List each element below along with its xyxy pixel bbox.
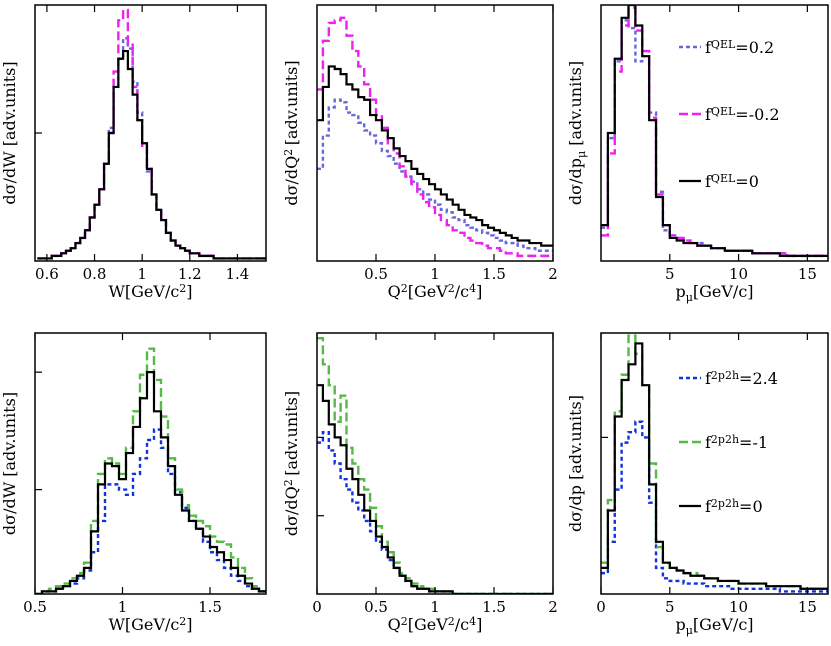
series-line [35, 428, 266, 594]
x-tick-label: 0 [312, 598, 322, 616]
x-tick-label: 5 [665, 265, 675, 283]
series-line [317, 430, 553, 594]
legend-entry: fQEL=0 [705, 172, 759, 191]
x-tick-label: 1 [137, 265, 147, 283]
x-axis-label: Q2[GeV2/c4] [388, 282, 483, 301]
legend-entry: f2p2h=2.4 [705, 369, 778, 388]
x-tick-label: 1 [118, 598, 128, 616]
x-tick-label: 1.2 [178, 265, 202, 283]
chart-panel-bottom-middle: 0 0.5 1 1.5 2 Q2[GeV2/c4] dσ/dQ2 [adv.units] [282, 332, 558, 634]
chart-panel-top-middle: 0.5 1 1.5 2 Q2[GeV2/c4] dσ/dQ2 [adv.units] [282, 4, 558, 301]
x-axis-label: Q2[GeV2/c4] [388, 615, 483, 634]
series-line [317, 384, 553, 594]
y-axis-label: dσ/dp [adv.units] [566, 395, 585, 532]
plot-frame [34, 4, 267, 262]
x-axis-label: W[GeV/c2] [108, 615, 192, 634]
chart-panel-top-right: 5 10 15 pμ[GeV/c] dσ/dpμ [adv.units] fQEL=0.2… [566, 4, 829, 304]
x-tick-label: 2 [548, 598, 558, 616]
legend-entry: f2p2h=-1 [705, 433, 768, 452]
x-axis-label: W[GeV/c2] [108, 282, 192, 301]
series-line [35, 347, 266, 594]
y-axis-label: dσ/dW [adv.units] [0, 61, 19, 204]
x-tick-label: 0.5 [364, 265, 388, 283]
plot-frame [34, 332, 267, 595]
x-tick-label: 1 [430, 598, 440, 616]
x-tick-label: 15 [798, 598, 817, 616]
legend-entry: f2p2h=0 [705, 497, 763, 516]
y-axis-label: dσ/dQ2 [adv.units] [282, 60, 301, 205]
x-tick-label: 1.4 [225, 265, 249, 283]
series-line [317, 16, 553, 258]
y-axis-label: dσ/dW [adv.units] [0, 392, 19, 535]
x-tick-label: 10 [729, 265, 748, 283]
chart-panel-bottom-right: 0 5 10 15 pμ[GeV/c] dσ/dp [adv.units] f2p2h=2.… [566, 332, 829, 637]
series-line [317, 98, 553, 252]
x-tick-label: 1.5 [198, 598, 222, 616]
x-tick-label: 0.6 [35, 265, 59, 283]
series-line [317, 337, 553, 594]
x-tick-label: 1.5 [482, 265, 506, 283]
x-tick-label: 15 [798, 265, 817, 283]
series-line [601, 420, 828, 593]
series-line [601, 5, 828, 257]
x-tick-label: 1.5 [482, 598, 506, 616]
series-line [601, 19, 828, 258]
legend-entry: fQEL=0.2 [705, 38, 774, 57]
series-line [601, 342, 828, 590]
y-axis-label: dσ/dpμ [adv.units] [566, 61, 588, 205]
series-line [37, 49, 266, 260]
x-tick-label: 10 [729, 598, 748, 616]
x-tick-label: 2 [548, 265, 558, 283]
x-tick-label: 1 [430, 265, 440, 283]
x-tick-label: 5 [665, 598, 675, 616]
x-axis-label: pμ[GeV/c] [675, 615, 753, 637]
x-axis-label: pμ[GeV/c] [675, 282, 753, 304]
plot-frame [600, 4, 829, 262]
x-tick-label: 0.8 [83, 265, 107, 283]
y-axis-label: dσ/dQ2 [adv.units] [282, 391, 301, 536]
series-line [37, 8, 266, 260]
x-tick-label: 0 [596, 598, 606, 616]
series-line [601, 6, 828, 258]
series-line [37, 37, 266, 260]
series-line [317, 65, 553, 247]
x-tick-label: 0.5 [23, 598, 47, 616]
series-line [35, 371, 266, 594]
x-tick-label: 0.5 [364, 598, 388, 616]
chart-panel-top-left: 0.6 0.8 1 1.2 1.4 W[GeV/c2] dσ/dW [adv.units] [0, 4, 267, 301]
plot-frame [600, 332, 829, 595]
legend-entry: fQEL=-0.2 [705, 105, 780, 124]
chart-panel-bottom-left: 0.5 1 1.5 W[GeV/c2] dσ/dW [adv.units] [0, 332, 267, 634]
